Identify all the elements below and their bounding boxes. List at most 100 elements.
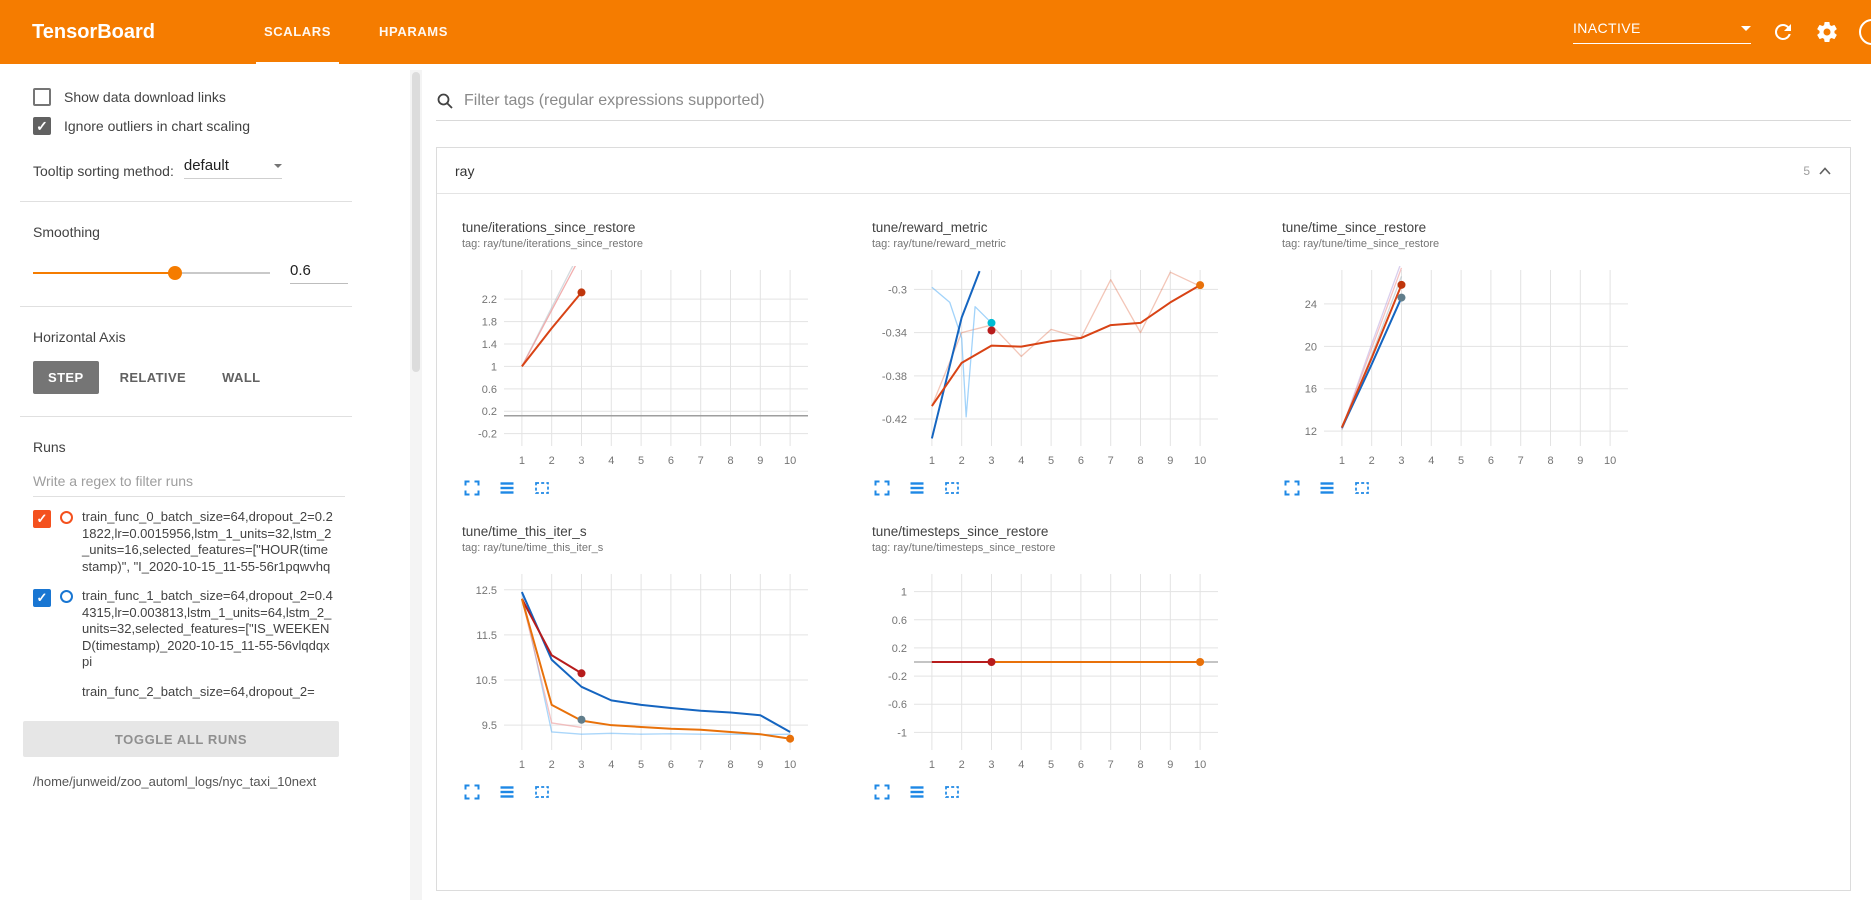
- show-download-links-checkbox[interactable]: Show data download links: [33, 88, 363, 106]
- svg-text:24: 24: [1305, 299, 1317, 311]
- svg-text:16: 16: [1305, 384, 1317, 396]
- fit-domain-icon[interactable]: [532, 782, 552, 802]
- checkbox-label: Show data download links: [64, 89, 226, 105]
- scrollbar-thumb[interactable]: [412, 72, 420, 372]
- svg-text:1: 1: [1339, 455, 1345, 467]
- runs-lines-icon[interactable]: [907, 782, 927, 802]
- search-icon: [437, 93, 453, 109]
- expand-icon[interactable]: [872, 782, 892, 802]
- category-header[interactable]: ray 5: [437, 148, 1850, 194]
- checkbox-checked-icon[interactable]: [33, 117, 51, 135]
- toggle-all-runs-button[interactable]: TOGGLE ALL RUNS: [23, 721, 339, 757]
- tab-hparams[interactable]: HPARAMS: [379, 24, 449, 39]
- svg-text:-0.34: -0.34: [882, 328, 907, 340]
- chart-toolbar: [462, 478, 872, 498]
- line-chart[interactable]: 1 2 3 4 5 6 7 8 9 10 -0.2 0.2 0.6 1 1.4 1.8 2.2: [462, 262, 814, 476]
- runs-lines-icon[interactable]: [497, 782, 517, 802]
- svg-text:1: 1: [519, 455, 525, 467]
- help-icon[interactable]: [1859, 19, 1871, 45]
- svg-text:9: 9: [1167, 759, 1173, 771]
- tab-scalars[interactable]: SCALARS: [240, 0, 355, 64]
- svg-text:9: 9: [1167, 455, 1173, 467]
- line-chart[interactable]: 1 2 3 4 5 6 7 8 9 10 -0.42 -0.38 -0.34 -0.3: [872, 262, 1224, 476]
- svg-text:0.6: 0.6: [892, 615, 907, 627]
- header-actions: INACTIVE: [1573, 0, 1871, 64]
- category-card-ray: ray 5 tune/iterations_since_restore tag: …: [436, 147, 1851, 891]
- line-chart[interactable]: 1 2 3 4 5 6 7 8 9 10 9.5 10.5 11.5 12.5: [462, 566, 814, 780]
- line-chart[interactable]: 1 2 3 4 5 6 7 8 9 10 -1 -0.6 -0.2 0.2 0.6 1: [872, 566, 1224, 780]
- status-dropdown-value: INACTIVE: [1573, 20, 1641, 36]
- tooltip-sort-dropdown[interactable]: default: [183, 157, 282, 179]
- expand-icon[interactable]: [462, 782, 482, 802]
- run-color-circle[interactable]: [60, 511, 73, 524]
- smoothing-value-input[interactable]: 0.6: [290, 262, 348, 284]
- svg-text:-0.2: -0.2: [478, 429, 497, 441]
- run-color-circle[interactable]: [60, 590, 73, 603]
- expand-icon[interactable]: [462, 478, 482, 498]
- svg-text:5: 5: [638, 455, 644, 467]
- svg-text:7: 7: [1108, 759, 1114, 771]
- tooltip-sorting-row: Tooltip sorting method: default: [33, 157, 422, 179]
- runs-label: Runs: [33, 439, 66, 455]
- ignore-outliers-checkbox[interactable]: Ignore outliers in chart scaling: [33, 117, 363, 135]
- checkbox-label: Ignore outliers in chart scaling: [64, 118, 250, 134]
- run-row: train_func_1_batch_size=64,dropout_2=0.4…: [33, 588, 363, 671]
- svg-text:9: 9: [757, 759, 763, 771]
- svg-text:8: 8: [727, 759, 733, 771]
- settings-gear-icon[interactable]: [1815, 20, 1839, 44]
- run-name: train_func_1_batch_size=64,dropout_2=0.4…: [82, 588, 333, 669]
- collapse-chevron-icon[interactable]: [1818, 166, 1832, 176]
- svg-text:5: 5: [1048, 455, 1054, 467]
- fit-domain-icon[interactable]: [1352, 478, 1372, 498]
- axis-step-button[interactable]: STEP: [33, 361, 99, 394]
- axis-wall-button[interactable]: WALL: [207, 361, 275, 394]
- chart-card: tune/iterations_since_restore tag: ray/tu…: [462, 220, 872, 498]
- svg-text:1: 1: [491, 361, 497, 373]
- fit-domain-icon[interactable]: [942, 782, 962, 802]
- svg-text:-1: -1: [897, 727, 907, 739]
- expand-icon[interactable]: [872, 478, 892, 498]
- category-name: ray: [455, 162, 475, 179]
- run-checkbox[interactable]: [33, 510, 51, 528]
- chart-card: tune/time_this_iter_s tag: ray/tune/time_…: [462, 524, 872, 802]
- svg-text:6: 6: [1078, 455, 1084, 467]
- svg-text:6: 6: [1078, 759, 1084, 771]
- svg-text:11.5: 11.5: [476, 630, 497, 642]
- tag-filter-input[interactable]: [464, 92, 1851, 110]
- smoothing-row: 0.6: [33, 262, 348, 284]
- runs-lines-icon[interactable]: [907, 478, 927, 498]
- tag-filter-row: [436, 92, 1851, 121]
- runs-lines-icon[interactable]: [1317, 478, 1337, 498]
- sidebar-scrollbar[interactable]: [410, 70, 422, 900]
- svg-text:4: 4: [1428, 455, 1434, 467]
- runs-filter-input[interactable]: [33, 465, 345, 497]
- run-name: train_func_2_batch_size=64,dropout_2=: [82, 683, 315, 699]
- checkbox-unchecked-icon[interactable]: [33, 88, 51, 106]
- fit-domain-icon[interactable]: [942, 478, 962, 498]
- svg-text:10: 10: [1194, 759, 1206, 771]
- svg-text:1: 1: [519, 759, 525, 771]
- run-checkbox[interactable]: [33, 589, 51, 607]
- charts-grid: tune/iterations_since_restore tag: ray/tu…: [437, 194, 1850, 828]
- chevron-down-icon: [1741, 25, 1751, 31]
- divider: [20, 416, 352, 417]
- chart-tag: tag: ray/tune/time_since_restore: [1282, 238, 1440, 250]
- smoothing-slider[interactable]: [33, 266, 270, 280]
- expand-icon[interactable]: [1282, 478, 1302, 498]
- axis-relative-button[interactable]: RELATIVE: [105, 361, 202, 394]
- chart-toolbar: [462, 782, 872, 802]
- fit-domain-icon[interactable]: [532, 478, 552, 498]
- runs-lines-icon[interactable]: [497, 478, 517, 498]
- status-dropdown[interactable]: INACTIVE: [1573, 20, 1751, 44]
- smoothing-label: Smoothing: [33, 224, 100, 240]
- run-row: train_func_2_batch_size=64,dropout_2=: [33, 684, 363, 703]
- svg-text:7: 7: [698, 759, 704, 771]
- app-header: TensorBoard SCALARS HPARAMS INACTIVE: [0, 0, 1871, 64]
- svg-text:0.6: 0.6: [482, 384, 497, 396]
- refresh-icon[interactable]: [1771, 20, 1795, 44]
- app-title: TensorBoard: [32, 21, 155, 43]
- svg-text:4: 4: [1018, 455, 1024, 467]
- smoothing-slider-knob[interactable]: [168, 266, 183, 280]
- svg-text:2: 2: [1369, 455, 1375, 467]
